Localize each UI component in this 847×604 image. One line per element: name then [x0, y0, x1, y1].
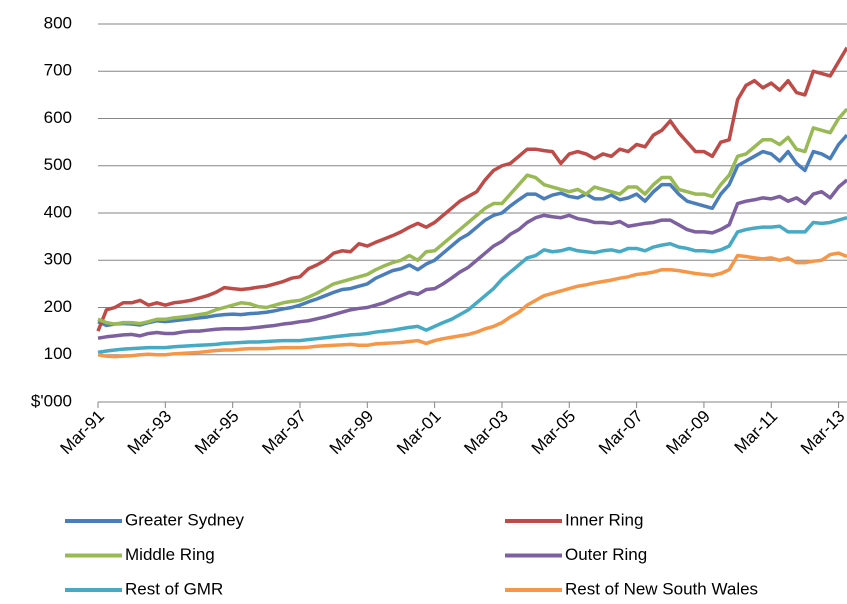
x-tick-label: Mar-11 — [731, 407, 782, 458]
x-tick-label: Mar-07 — [595, 407, 647, 459]
legend-label: Greater Sydney — [125, 510, 245, 529]
y-tick-label: 200 — [44, 297, 72, 316]
x-tick-label: Mar-01 — [393, 407, 445, 459]
x-tick-label: Mar-05 — [528, 407, 580, 459]
series-line — [97, 133, 847, 328]
x-tick-label: Mar-97 — [258, 407, 310, 459]
y-tick-label: 800 — [44, 13, 72, 32]
legend-label: Rest of GMR — [125, 579, 223, 598]
legend-label: Middle Ring — [125, 545, 215, 564]
y-tick-label: 100 — [44, 344, 72, 363]
y-tick-label: 700 — [44, 61, 72, 80]
y-tick-label: $'000 — [31, 391, 72, 410]
legend-label: Inner Ring — [565, 510, 643, 529]
series-line — [97, 107, 847, 326]
x-tick-label: Mar-09 — [662, 407, 714, 459]
y-tick-label: 400 — [44, 202, 72, 221]
x-tick-label: Mar-93 — [124, 407, 176, 459]
series-line — [97, 216, 847, 355]
legend-label: Rest of New South Wales — [565, 579, 758, 598]
y-tick-label: 600 — [44, 108, 72, 127]
x-tick-label: Mar-13 — [797, 407, 847, 459]
series-line — [97, 178, 847, 340]
series-line — [96, 46, 847, 332]
x-tick-label: Mar-03 — [460, 407, 512, 459]
legend-label: Outer Ring — [565, 545, 647, 564]
x-tick-label: Mar-95 — [191, 407, 243, 459]
x-tick-label: Mar-99 — [326, 407, 378, 459]
y-tick-label: 300 — [44, 250, 72, 269]
x-tick-label: Mar-91 — [56, 407, 108, 459]
series-line — [97, 251, 847, 359]
y-tick-label: 500 — [44, 155, 72, 174]
